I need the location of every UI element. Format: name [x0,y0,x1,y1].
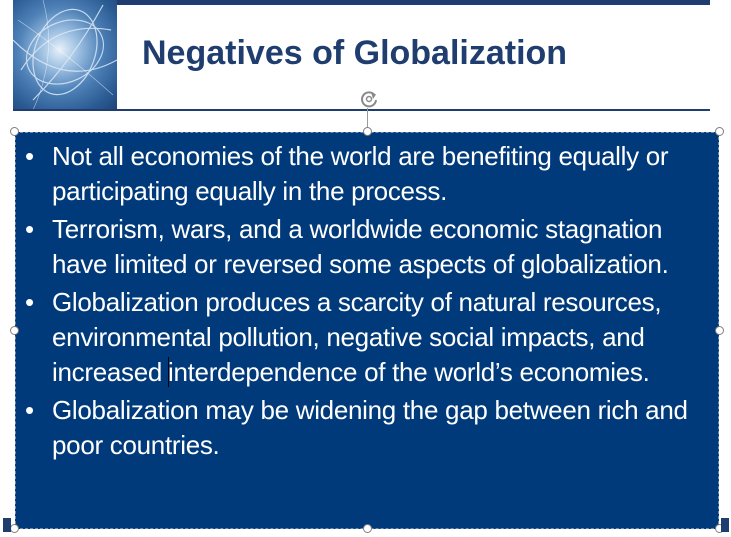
bullet-text: Globalization may be widening the gap be… [52,395,688,460]
text-cursor [167,357,169,387]
bullet-list: • Not all economies of the world are ben… [16,139,716,466]
bullet-item[interactable]: • Terrorism, wars, and a worldwide econo… [16,212,716,282]
resize-handle-bottom-center[interactable] [363,524,372,533]
resize-handle-top-right[interactable] [715,127,724,136]
bullet-text: Not all economies of the world are benef… [52,141,669,206]
slide-edge-mark-left [3,518,11,532]
bullet-marker: • [25,214,34,244]
bullet-text-before-cursor: Globalization produces a scarcity of nat… [52,287,662,387]
resize-handle-middle-left[interactable] [10,326,19,335]
content-text-box[interactable]: • Not all economies of the world are ben… [15,132,719,529]
resize-handle-top-center[interactable] [363,127,372,136]
resize-handle-middle-right[interactable] [715,326,724,335]
resize-handle-bottom-left[interactable] [10,524,19,533]
resize-handle-top-left[interactable] [10,127,19,136]
bullet-item[interactable]: • Globalization produces a scarcity of n… [16,285,716,390]
header-globe-image [13,0,117,110]
title-underline [13,109,710,111]
top-rule [13,0,710,5]
rotate-handle-stem [367,108,368,132]
bullet-item[interactable]: • Globalization may be widening the gap … [16,393,716,463]
slide-title[interactable]: Negatives of Globalization [142,34,568,72]
bullet-marker: • [25,287,34,317]
bullet-text: Terrorism, wars, and a worldwide economi… [52,214,669,279]
bullet-item[interactable]: • Not all economies of the world are ben… [16,139,716,209]
rotate-handle-icon[interactable] [358,88,380,110]
bullet-text-after-cursor: interdependence of the world’s economies… [167,357,650,387]
slide-edge-mark-right [721,518,729,532]
bullet-marker: • [25,141,34,171]
bullet-marker: • [25,395,34,425]
